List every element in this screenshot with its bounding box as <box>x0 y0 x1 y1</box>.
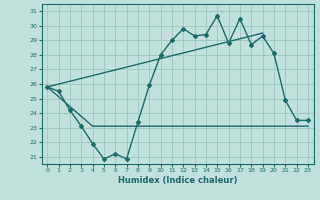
X-axis label: Humidex (Indice chaleur): Humidex (Indice chaleur) <box>118 176 237 185</box>
